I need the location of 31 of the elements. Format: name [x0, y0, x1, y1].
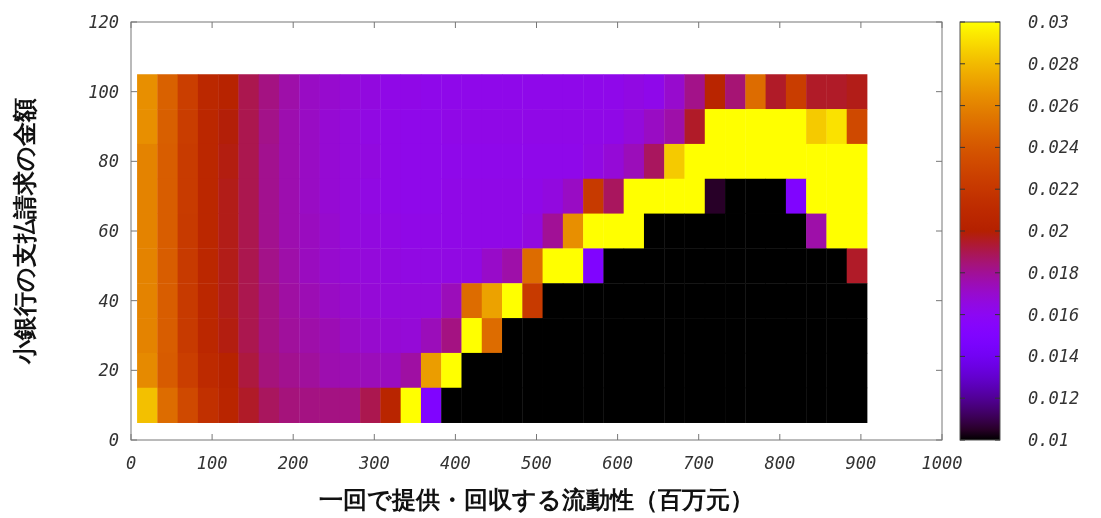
x-tick-label: 500: [521, 453, 552, 473]
x-tick-label: 1000: [921, 453, 963, 473]
color-bar-label: 0.016: [1028, 304, 1080, 325]
x-tick-label: 600: [602, 453, 633, 473]
color-bar-label: 0.012: [1028, 388, 1080, 409]
x-tick-label: 400: [440, 453, 471, 473]
x-tick-label: 800: [764, 453, 796, 473]
y-tick-label: 0: [108, 430, 119, 450]
color-bar-label: 0.028: [1028, 53, 1080, 74]
color-bar-label: 0.024: [1028, 137, 1080, 158]
y-tick-label: 80: [98, 151, 119, 172]
color-bar-label: 0.026: [1028, 95, 1080, 116]
color-bar-label: 0.022: [1028, 179, 1080, 200]
color-bar-label: 0.018: [1028, 262, 1080, 283]
x-axis-title: 一回で提供・回収する流動性（百万元）: [319, 485, 754, 514]
x-tick-label: 900: [845, 453, 877, 473]
color-bar-label: 0.03: [1028, 12, 1069, 32]
color-bar-label: 0.014: [1028, 346, 1080, 367]
y-tick-label: 60: [98, 221, 119, 241]
color-bar-label: 0.02: [1028, 221, 1069, 241]
y-tick-label: 40: [98, 290, 119, 311]
x-tick-label: 700: [683, 453, 715, 473]
x-tick-label: 100: [196, 453, 228, 473]
x-tick-label: 200: [277, 453, 309, 473]
y-tick-label: 120: [88, 12, 119, 32]
color-bar-label: 0.01: [1028, 430, 1069, 450]
x-tick-label: 300: [357, 453, 390, 473]
y-axis-title: 小銀行の支払請求の金額: [10, 98, 39, 365]
y-tick-label: 20: [98, 360, 119, 381]
y-tick-label: 100: [88, 81, 119, 102]
x-tick-label: 0: [125, 453, 137, 473]
